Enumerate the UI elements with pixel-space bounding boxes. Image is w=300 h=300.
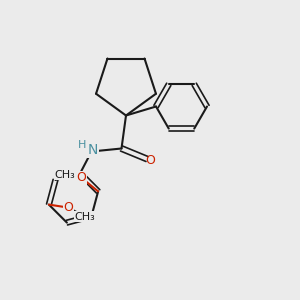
Text: O: O [146, 154, 155, 167]
Text: N: N [88, 143, 98, 157]
Text: O: O [63, 201, 73, 214]
Text: CH₃: CH₃ [55, 170, 76, 180]
Text: O: O [77, 171, 87, 184]
Text: H: H [78, 140, 87, 150]
Text: CH₃: CH₃ [74, 212, 95, 222]
